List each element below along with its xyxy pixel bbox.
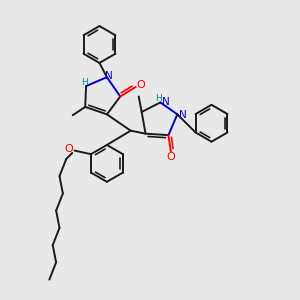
- Text: O: O: [65, 144, 74, 154]
- Text: O: O: [137, 80, 146, 90]
- Text: N: N: [179, 110, 187, 120]
- Text: H: H: [81, 78, 88, 87]
- Text: O: O: [167, 152, 175, 162]
- Text: N: N: [162, 98, 169, 107]
- Text: H: H: [155, 94, 162, 103]
- Text: N: N: [105, 71, 113, 81]
